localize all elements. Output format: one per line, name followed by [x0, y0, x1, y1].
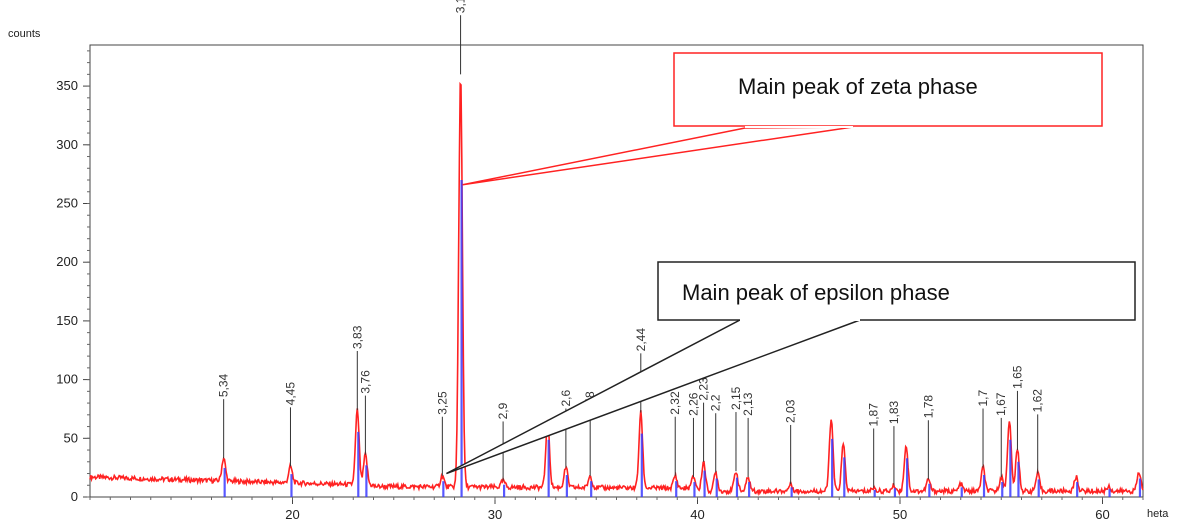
axes: 0 50 100 150 200 250 300 350 20 30 40 50 60: [56, 44, 1144, 522]
zeta-callout-text: Main peak of zeta phase: [738, 74, 978, 99]
peak-label: 3,25: [435, 391, 449, 415]
y-tick-label: 200: [56, 254, 78, 269]
y-axis-label: counts: [8, 28, 41, 40]
peak-label: 2,32: [668, 391, 682, 415]
x-tick-label: 50: [893, 507, 907, 522]
peak-label: 2,2: [709, 394, 723, 411]
y-tick-label: 350: [56, 78, 78, 93]
y-tick-label: 150: [56, 313, 78, 328]
y-tick-label: 300: [56, 137, 78, 152]
y-tick-label: 0: [71, 489, 78, 504]
measured-pattern-line: [89, 81, 1144, 497]
traces: [89, 81, 1144, 497]
peak-label: 2,23: [697, 377, 711, 401]
peak-label: 2,44: [634, 328, 648, 352]
x-tick-label: 60: [1095, 507, 1109, 522]
x-tick-label: 40: [690, 507, 704, 522]
peak-label: 1,65: [1010, 365, 1024, 389]
peak-label: 2,15: [729, 386, 743, 410]
peak-label: 1,87: [867, 403, 881, 427]
x-tick-label: 20: [285, 507, 299, 522]
callouts: Main peak of zeta phase Main peak of epsi…: [446, 52, 1136, 475]
peak-label: 3,83: [350, 325, 364, 349]
peak-label: 1,67: [994, 392, 1008, 416]
peak-label: 5,34: [217, 373, 231, 397]
zeta-callout-box: [673, 52, 1103, 127]
peak-label: 2,03: [784, 399, 798, 423]
peak-label: 2,9: [496, 402, 510, 419]
peak-label: 1,7: [976, 390, 990, 407]
x-tick-label: 30: [488, 507, 502, 522]
peak-label: 3,76: [358, 370, 372, 394]
peak-label: 1,62: [1031, 389, 1045, 413]
peak-label: 4,45: [283, 382, 297, 406]
y-tick-label: 100: [56, 372, 78, 387]
epsilon-callout-pointer: [446, 319, 861, 475]
y-tick-label: 50: [64, 430, 78, 445]
peak-label: 2,26: [686, 392, 700, 416]
y-tick-label: 250: [56, 195, 78, 210]
peak-label: 1,78: [921, 395, 935, 419]
zeta-callout-pointer: [462, 126, 854, 186]
epsilon-callout-box: [657, 261, 1136, 321]
peak-label: 2,13: [741, 392, 755, 416]
peak-label: 1,83: [887, 400, 901, 424]
peak-label: 3,14: [454, 0, 468, 13]
epsilon-callout-text: Main peak of epsilon phase: [682, 280, 950, 305]
x-axis-label: heta: [1147, 508, 1169, 520]
peak-labels: 5,344,453,833,763,253,142,92,62,582,442,…: [217, 0, 1045, 488]
peak-label: 2,6: [559, 390, 573, 407]
